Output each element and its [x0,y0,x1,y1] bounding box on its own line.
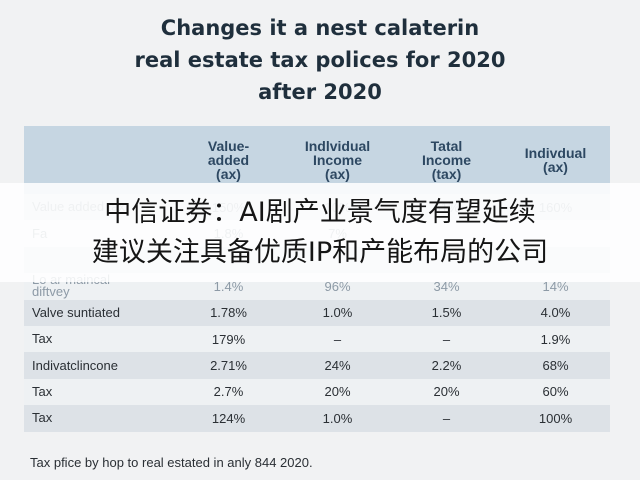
table-cell: 96% [324,278,351,294]
table-cell: 68% [542,358,569,374]
table-cell: 2.2% [431,358,462,374]
row-label: Tax [32,331,53,347]
table-row: Tax 124% 1.0% – 100% [24,405,610,432]
table-cell: 1.9% [540,331,571,347]
table-cell: 2.7% [213,384,244,400]
table-cell: 20% [433,384,460,400]
table-cell: 4.0% [540,305,571,321]
title-line-1: Changes it a nest calaterin [160,16,480,40]
row-label: Tax [32,383,53,399]
header-cell: Indivdual (ax) [524,145,587,175]
table-row: Tax 2.7% 20% 20% 60% [24,378,610,406]
table-cell: – [442,410,451,426]
table-cell: 1.0% [322,305,353,321]
table-cell: 1.0% [322,410,353,426]
table-cell: – [442,331,451,347]
table-row: Tax 179% – – 1.9% [24,325,610,353]
title-line-3: after 2020 [258,80,382,104]
table-cell: – [333,331,342,347]
table-cell: 100% [538,410,573,426]
table-cell: 1.5% [431,305,462,321]
table-cell: 179% [211,331,246,347]
table-cell: 60% [542,384,569,400]
header-cell: Indlvidual Income (ax) [304,138,371,182]
page-title: Changes it a nest calaterin real estate … [0,12,640,108]
table-cell: 34% [433,278,460,294]
table-cell: 124% [211,410,246,426]
news-banner-overlay: 中信证券：AI剧产业景气度有望延续 建议关注具备优质IP和产能布局的公司 [0,183,640,282]
table-cell: 14% [542,278,569,294]
table-cell: 24% [324,358,351,374]
banner-line-2: 建议关注具备优质IP和产能布局的公司 [91,236,549,268]
table-cell: 2.71% [210,358,247,374]
title-line-2: real estate tax polices for 2020 [134,48,506,72]
table-header: Value- added (ax) Indlvidual Income (ax)… [24,126,610,194]
table-cell: 20% [324,384,351,400]
row-label: Indivatclincone [32,357,118,373]
header-cell: Value- added (ax) [207,138,250,182]
table-caption: Tax pfice by hop to real estated in anly… [30,455,313,470]
table-row: Indivatclincone 2.71% 24% 2.2% 68% [24,352,610,379]
banner-line-1: 中信证券：AI剧产业景气度有望延续 [104,196,536,228]
table-cell: 1.4% [213,278,244,294]
header-cell: Tatal Income (tax) [421,138,471,182]
table-row: Valve suntiated 1.78% 1.0% 1.5% 4.0% [24,299,610,326]
table-cell: 1.78% [210,305,247,321]
row-label: Valve suntiated [32,304,120,320]
row-label: Tax [32,410,53,426]
